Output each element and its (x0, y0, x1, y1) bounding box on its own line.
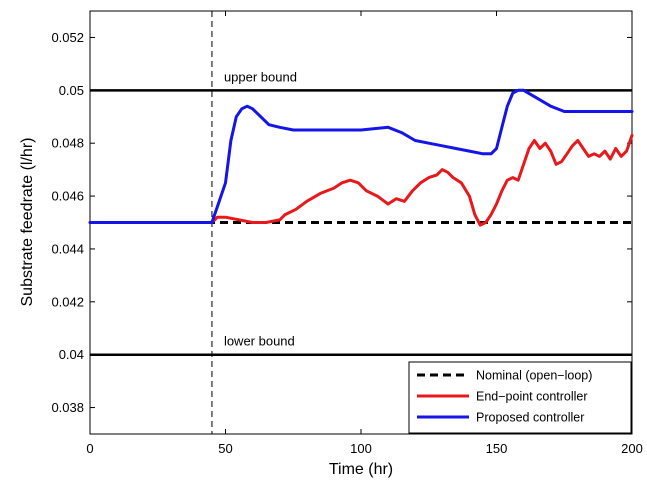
series-layer (88, 88, 634, 227)
y-tick-label: 0.04 (59, 347, 84, 362)
y-tick-label: 0.048 (51, 136, 84, 151)
upper-bound-label: upper bound (224, 69, 297, 84)
legend-label-end-point: End−point controller (476, 390, 588, 404)
series-proposed-line (88, 88, 634, 224)
lower-bound-label: lower bound (224, 334, 295, 349)
y-axis-label: Substrate feedrate (l/hr) (19, 138, 36, 307)
x-tick-label: 200 (621, 441, 643, 456)
series-end-point-line (88, 133, 634, 227)
y-tick-label: 0.052 (51, 30, 84, 45)
x-axis-label: Time (hr) (329, 461, 393, 478)
y-tick-label: 0.042 (51, 294, 84, 309)
x-tick-label: 0 (86, 441, 93, 456)
legend: Nominal (open−loop) End−point controller… (408, 361, 632, 434)
legend-label-proposed: Proposed controller (476, 411, 584, 425)
x-tick-label: 150 (486, 441, 508, 456)
x-tick-label: 100 (350, 441, 372, 456)
y-tick-label: 0.038 (51, 400, 84, 415)
legend-label-nominal: Nominal (open−loop) (476, 369, 592, 383)
axis-tick-labels: 0 50 100 150 200 0.038 0.04 0.042 0.044 0.046 0.04… (51, 30, 642, 456)
y-tick-label: 0.044 (51, 241, 84, 256)
y-tick-label: 0.046 (51, 189, 84, 204)
y-tick-label: 0.05 (59, 83, 84, 98)
x-tick-label: 50 (218, 441, 232, 456)
